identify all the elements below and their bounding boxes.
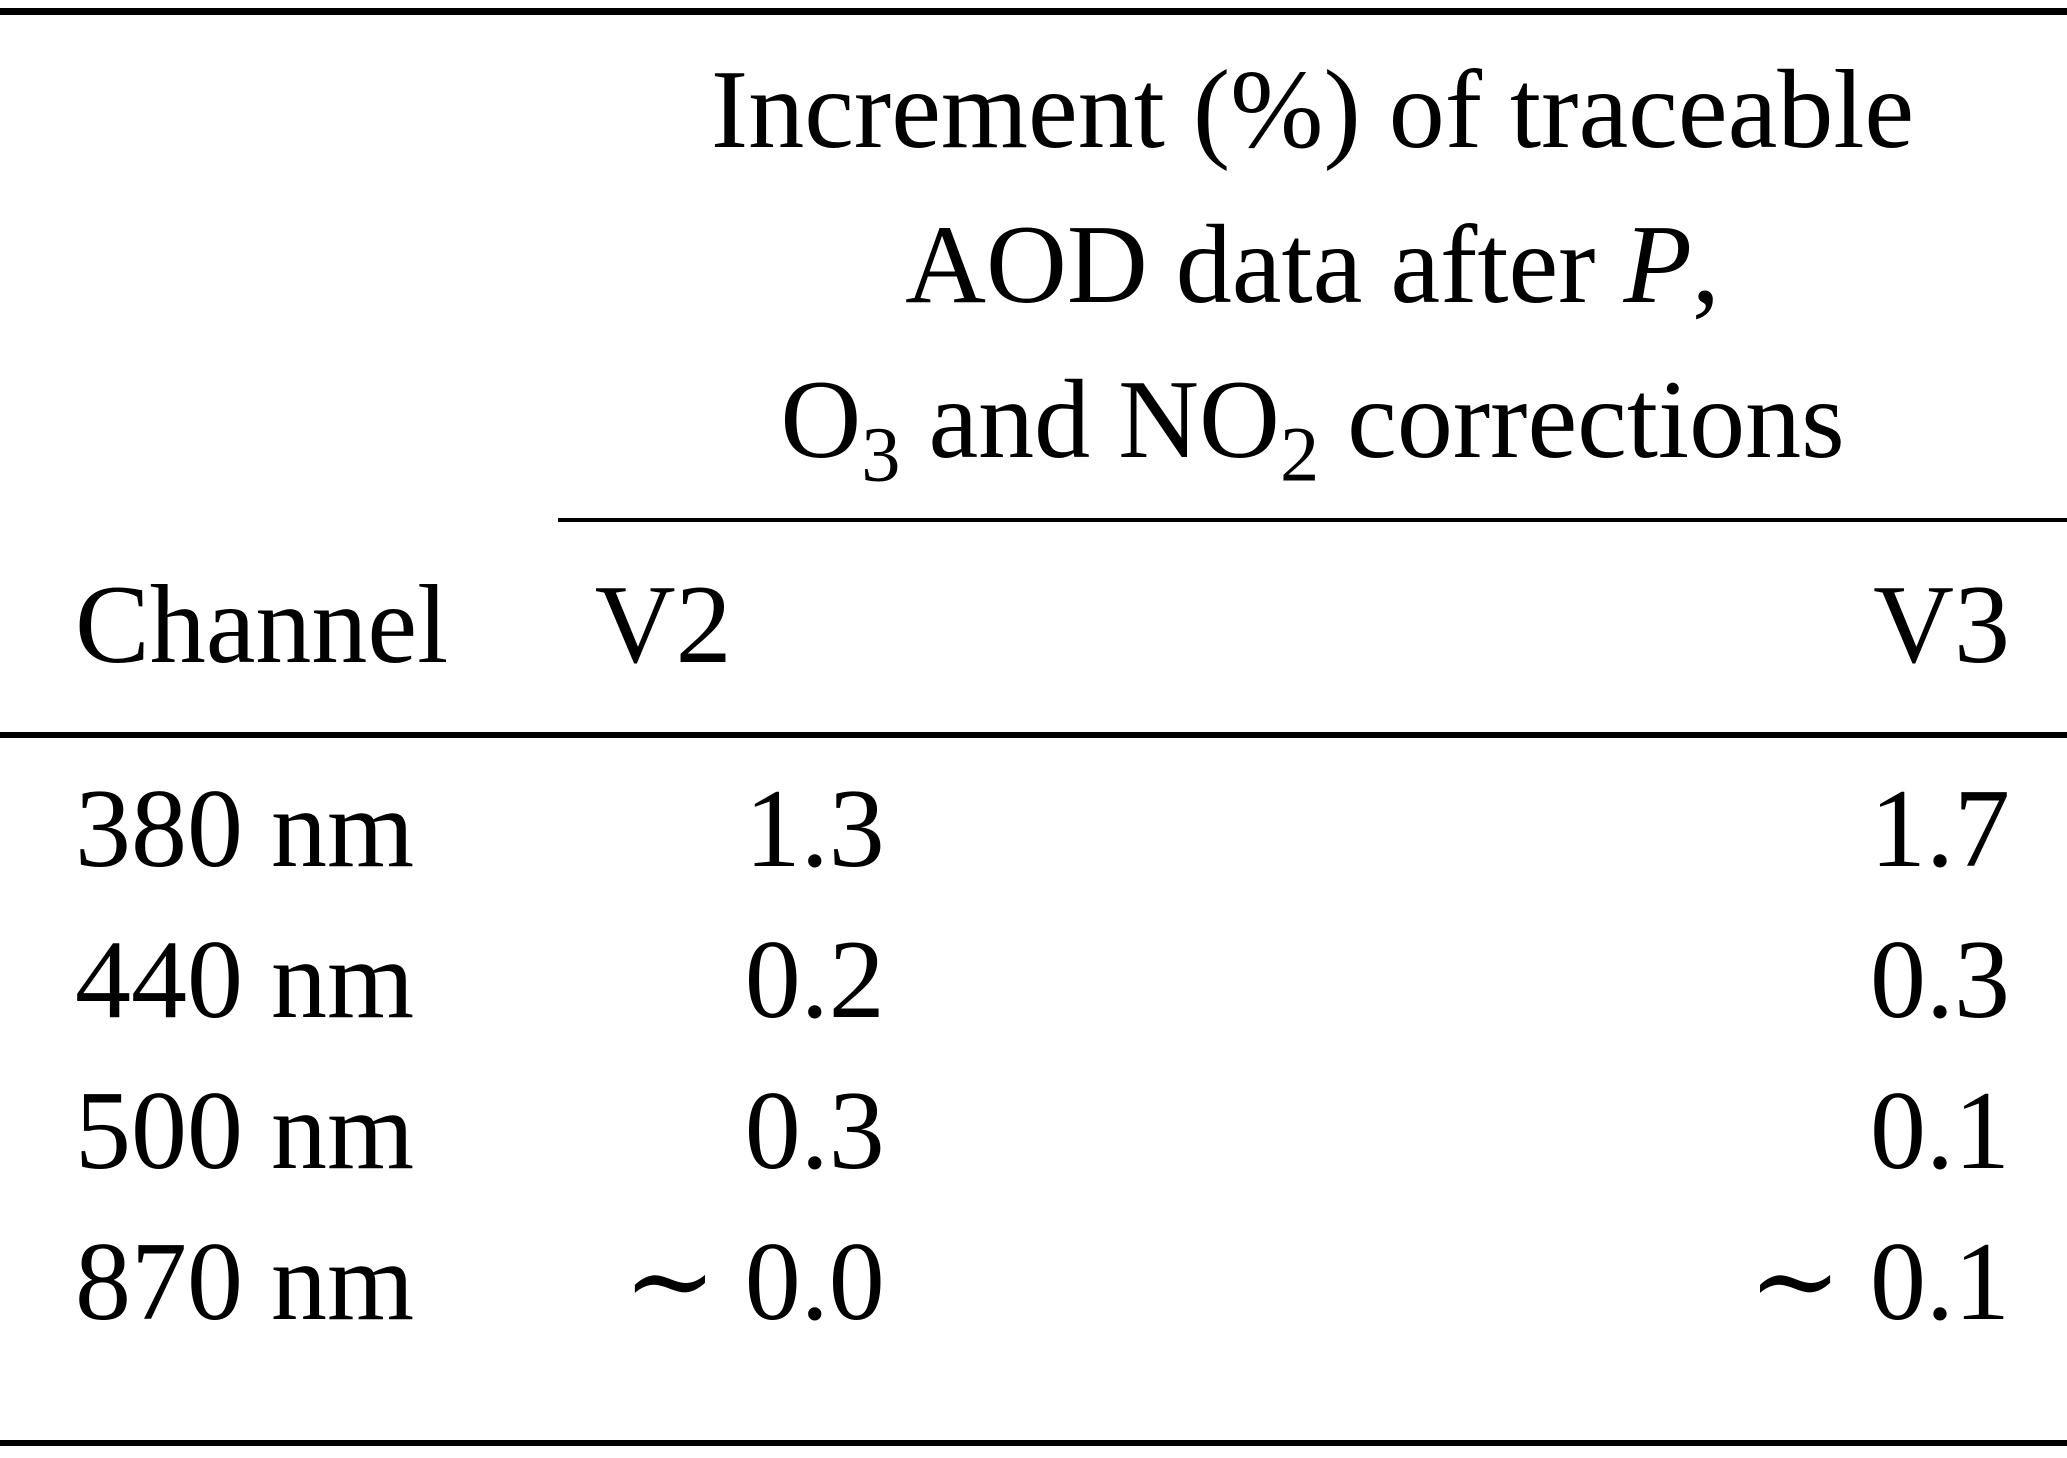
table-body: 380 nm 1.3 1.7 440 nm 0.2 0.3 500 nm 0.3… [0, 738, 2067, 1440]
span-header-line2-text: AOD data after [905, 203, 1624, 327]
span-header: Increment (%) of traceable AOD data afte… [558, 15, 2067, 522]
channel-cell: 380 nm [75, 767, 415, 891]
table-top-rule [0, 8, 2067, 15]
span-header-line2: AOD data after P, [558, 188, 2067, 343]
v3-cell: 0.3 [1869, 918, 2010, 1042]
span-header-underline [558, 518, 2067, 522]
table-row-500nm: 500 nm 0.3 0.1 [0, 1056, 2067, 1207]
header-separator-rule [0, 732, 2067, 738]
channel-cell: 440 nm [75, 918, 415, 1042]
span-header-line3-mid: and NO [900, 358, 1280, 482]
v2-cell: 0.3 [744, 1069, 885, 1193]
v2-cell: 1.3 [744, 767, 885, 891]
channel-cell: 500 nm [75, 1069, 415, 1193]
column-header-channel: Channel [75, 563, 449, 687]
span-header-line3-end: corrections [1319, 358, 1845, 482]
table-bottom-rule [0, 1440, 2067, 1446]
column-header-v2: V2 [594, 563, 732, 687]
column-header-row: Channel V2 V3 [0, 522, 2067, 700]
no2-subscript: 2 [1279, 410, 1320, 498]
span-header-line3: O3 and NO2 corrections [558, 343, 2067, 498]
ozone-subscript: 3 [861, 410, 901, 498]
table-row-440nm: 440 nm 0.2 0.3 [0, 905, 2067, 1056]
ozone-symbol: O [780, 358, 862, 482]
channel-cell: 870 nm [75, 1220, 415, 1344]
v3-cell: 0.1 [1869, 1069, 2010, 1193]
table-row-870nm: 870 nm ∼ 0.0 ∼ 0.1 [0, 1207, 2067, 1358]
table-row-380nm: 380 nm 1.3 1.7 [0, 754, 2067, 905]
span-header-line1: Increment (%) of traceable [710, 48, 1915, 172]
v2-cell: 0.2 [744, 918, 885, 1042]
v3-cell: 1.7 [1869, 767, 2010, 891]
span-header-row: Increment (%) of traceable AOD data afte… [0, 15, 2067, 522]
channel-column-spacer [0, 15, 558, 522]
column-header-v3: V3 [1873, 563, 2010, 687]
pressure-variable: P [1623, 203, 1692, 327]
span-header-line2-comma: , [1691, 203, 1720, 327]
v2-cell: ∼ 0.0 [622, 1220, 885, 1344]
v3-cell: ∼ 0.1 [1748, 1220, 2010, 1344]
